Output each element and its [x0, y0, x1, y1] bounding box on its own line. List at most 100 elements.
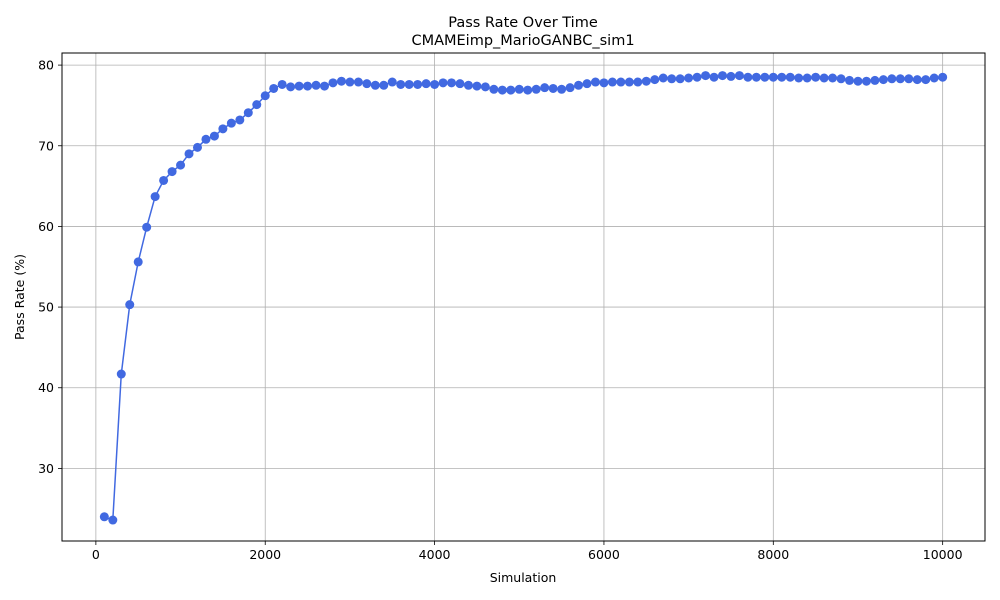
data-point [557, 84, 567, 94]
data-point [633, 77, 643, 87]
data-point [684, 73, 694, 83]
data-point [904, 74, 914, 84]
data-point [167, 167, 177, 177]
data-point [565, 83, 575, 93]
data-point [362, 79, 372, 89]
data-point [506, 85, 516, 95]
data-point [540, 83, 550, 93]
y-tick-label: 40 [38, 380, 54, 395]
data-point [192, 142, 202, 152]
data-point [201, 134, 211, 144]
data-point [658, 73, 668, 83]
data-point [176, 160, 186, 170]
data-point [718, 71, 727, 81]
data-point [294, 81, 304, 91]
data-point [861, 76, 871, 86]
data-point [785, 72, 795, 82]
data-point [836, 74, 846, 84]
data-point [607, 77, 617, 87]
data-point [252, 100, 262, 110]
data-point [133, 257, 143, 267]
chart-title: Pass Rate Over Time [448, 15, 598, 31]
y-axis-label: Pass Rate (%) [12, 254, 27, 340]
data-point [734, 71, 744, 81]
data-point [709, 72, 719, 82]
data-point [447, 78, 457, 88]
grid-lines [62, 53, 985, 541]
data-point [590, 77, 600, 87]
data-point [667, 74, 677, 84]
data-point [929, 73, 939, 83]
data-point [582, 79, 592, 89]
data-point [243, 108, 253, 118]
data-point [675, 74, 685, 84]
data-point [921, 75, 931, 85]
data-point [726, 71, 736, 81]
x-axis-ticks: 0 2000 4000 6000 8000 10000 [92, 541, 963, 562]
x-tick-label: 2000 [249, 547, 281, 562]
chart-subtitle: CMAMEimp_MarioGANBC_sim1 [411, 33, 634, 49]
data-point [768, 72, 778, 82]
data-point [574, 80, 584, 90]
x-tick-label: 0 [92, 547, 100, 562]
data-point [489, 84, 499, 94]
data-point [828, 73, 838, 83]
data-point [760, 72, 770, 82]
data-point [218, 124, 228, 134]
data-point [463, 80, 473, 90]
data-point [108, 515, 118, 525]
data-point [480, 82, 490, 92]
data-point [277, 79, 287, 89]
data-point [870, 75, 880, 85]
data-point [413, 79, 423, 89]
x-tick-label: 6000 [588, 547, 620, 562]
data-point [159, 175, 169, 185]
x-tick-label: 4000 [419, 547, 451, 562]
data-point [743, 72, 753, 82]
data-point [345, 77, 355, 87]
data-point [99, 512, 109, 522]
data-point [209, 131, 219, 141]
data-point [421, 79, 431, 89]
data-point [116, 369, 126, 379]
data-point [853, 76, 863, 86]
data-point [616, 77, 626, 87]
series-pass-rate [99, 71, 948, 525]
plot-area-frame [61, 52, 986, 542]
data-point [184, 149, 194, 159]
data-point [641, 76, 651, 86]
data-point [150, 192, 160, 202]
data-point [455, 79, 465, 89]
data-point [802, 73, 812, 83]
data-point [311, 80, 321, 90]
data-point [531, 84, 541, 94]
data-point [269, 83, 279, 93]
data-point [379, 80, 389, 90]
data-point [938, 72, 948, 82]
data-point [328, 78, 338, 88]
data-point [514, 84, 524, 94]
data-point [336, 76, 346, 86]
data-point [819, 73, 829, 83]
data-point [472, 81, 482, 91]
data-point [701, 71, 711, 81]
data-point [650, 75, 660, 85]
y-tick-label: 30 [38, 461, 54, 476]
data-point [320, 81, 329, 91]
data-point [751, 72, 761, 82]
data-point [370, 80, 380, 90]
data-point [497, 85, 507, 95]
data-point [912, 75, 922, 85]
data-point [303, 81, 313, 91]
x-axis-label: Simulation [490, 570, 557, 585]
data-point [523, 85, 533, 95]
data-point [387, 77, 397, 87]
y-tick-label: 50 [38, 300, 54, 315]
y-tick-label: 70 [38, 138, 54, 153]
data-point [226, 118, 236, 128]
data-point [887, 74, 897, 84]
data-point [692, 72, 702, 82]
data-point [624, 77, 634, 87]
